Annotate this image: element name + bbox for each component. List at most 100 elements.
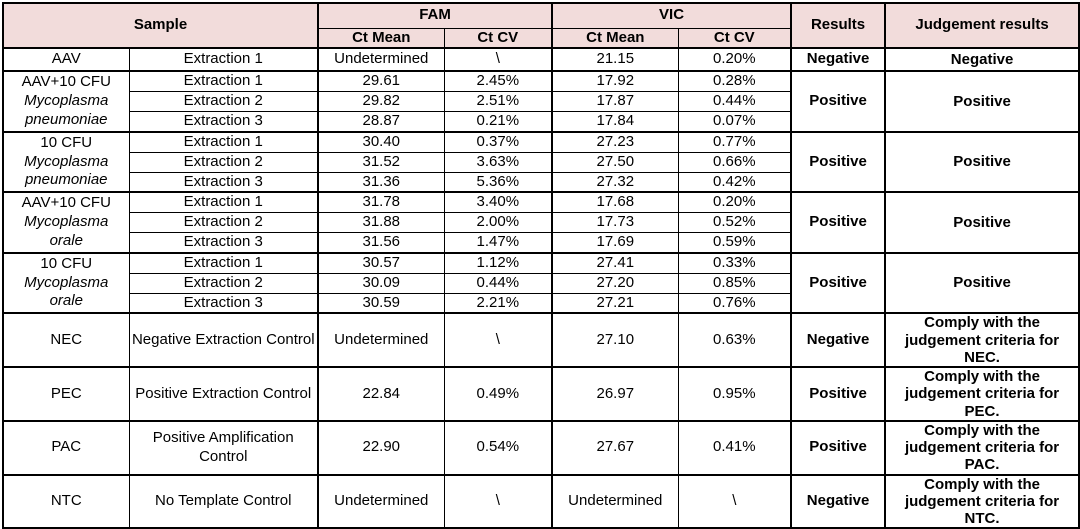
extraction-cell: Extraction 2 — [128, 151, 319, 173]
fam-ct-cv-cell: 2.21% — [443, 292, 553, 314]
fam-ct-cv-cell: \ — [443, 47, 553, 72]
judgement-cell: Comply with the judgement criteria for P… — [884, 366, 1080, 422]
vic-ct-mean-cell: 27.41 — [551, 251, 679, 274]
extraction-cell: Extraction 1 — [128, 251, 319, 274]
sample-name-line: AAV — [51, 50, 81, 68]
vic-ct-cv-cell: 0.95% — [677, 366, 792, 422]
fam-ct-cv-cell: 2.51% — [443, 91, 553, 112]
sample-name-cell: AAV+10 CFU Mycoplasma orale — [2, 191, 130, 254]
table-row: Extraction 2 31.88 2.00% 17.73 0.52% — [3, 212, 1079, 233]
vic-ct-mean-cell: 27.32 — [551, 171, 679, 193]
extraction-cell: Extraction 2 — [128, 212, 319, 233]
vic-ct-mean-cell: 26.97 — [551, 366, 679, 422]
col-header-vic: VIC — [551, 2, 792, 29]
fam-ct-mean-cell: 30.57 — [317, 251, 445, 274]
judgement-cell: Positive — [884, 191, 1080, 254]
table-body: AAV Extraction 1 Undetermined \ 21.15 0.20% Ne… — [2, 47, 1080, 529]
table-row: AAV+10 CFU Mycoplasma pneumoniae Extraction… — [2, 70, 1080, 133]
extraction-cell: Extraction 1 — [128, 70, 319, 93]
sample-name-line: NEC — [50, 330, 83, 348]
table-row: 10 CFU Mycoplasma orale Extraction 1 30.57 1.… — [2, 251, 1080, 314]
fam-ct-cv-cell: 2.00% — [443, 212, 553, 233]
fam-ct-mean-cell: 30.40 — [317, 130, 445, 153]
vic-ct-mean-cell: Undetermined — [551, 473, 679, 529]
table-row: AAV+10 CFU Mycoplasma orale Extraction 1 31.… — [2, 191, 1080, 254]
table-row: Extraction 3 31.36 5.36% 27.32 0.42% — [3, 171, 1079, 193]
sample-name-cell: AAV — [2, 47, 130, 72]
fam-ct-cv-cell: \ — [443, 312, 553, 368]
sample-name-line: PAC — [51, 438, 82, 456]
fam-ct-cv-cell: 2.45% — [443, 70, 553, 93]
sample-name-line: Mycoplasma — [24, 213, 109, 231]
table-row: Extraction 2 29.82 2.51% 17.87 0.44% — [3, 91, 1079, 112]
col-header-sample: Sample — [2, 2, 319, 50]
col-header-fam: FAM — [317, 2, 553, 29]
table-row: NEC Negative Extraction Control Undetermin… — [2, 312, 1080, 368]
result-cell: Positive — [790, 70, 886, 133]
fam-ct-cv-cell: 1.47% — [443, 231, 553, 254]
vic-ct-cv-cell: \ — [677, 473, 792, 529]
judgement-cell: Comply with the judgement criteria for P… — [884, 419, 1080, 475]
judgement-cell: Negative — [884, 47, 1080, 72]
vic-ct-mean-cell: 17.92 — [551, 70, 679, 93]
sample-name-cell: PAC — [2, 419, 130, 475]
vic-ct-cv-cell: 0.66% — [677, 151, 792, 173]
result-cell: Positive — [790, 191, 886, 254]
table-row: Extraction 3 31.56 1.47% 17.69 0.59% — [3, 231, 1079, 254]
sample-name-line: orale — [49, 231, 83, 249]
sample-name-cell: 10 CFU Mycoplasma orale — [2, 251, 130, 314]
fam-ct-mean-cell: 31.56 — [317, 231, 445, 254]
extraction-cell: Extraction 1 — [128, 130, 319, 153]
table-row: NTC No Template Control Undetermined \ Undet… — [2, 473, 1080, 529]
sample-name-line: 10 CFU — [40, 133, 93, 151]
vic-ct-mean-cell: 21.15 — [551, 47, 679, 72]
fam-ct-cv-cell: 3.40% — [443, 191, 553, 214]
extraction-cell: Extraction 3 — [128, 231, 319, 254]
result-cell: Positive — [790, 251, 886, 314]
sample-name-line: pneumoniae — [24, 171, 108, 189]
extraction-cell: Extraction 3 — [128, 110, 319, 133]
table-row: Extraction 2 31.52 3.63% 27.50 0.66% — [3, 151, 1079, 173]
vic-ct-mean-cell: 17.84 — [551, 110, 679, 133]
fam-ct-mean-cell: 29.82 — [317, 91, 445, 112]
sample-name-line: Mycoplasma — [24, 152, 109, 170]
sample-name-line: PEC — [50, 384, 82, 402]
result-cell: Negative — [790, 47, 886, 72]
extraction-cell: Extraction 3 — [128, 171, 319, 193]
sample-name-line: orale — [49, 292, 83, 310]
fam-ct-mean-cell: 31.36 — [317, 171, 445, 193]
fam-ct-cv-cell: \ — [443, 473, 553, 529]
fam-ct-cv-cell: 0.37% — [443, 130, 553, 153]
vic-ct-cv-cell: 0.52% — [677, 212, 792, 233]
judgement-cell: Positive — [884, 130, 1080, 193]
fam-ct-mean-cell: 30.59 — [317, 292, 445, 314]
col-header-results: Results — [790, 2, 886, 50]
fam-ct-mean-cell: 31.52 — [317, 151, 445, 173]
vic-ct-cv-cell: 0.59% — [677, 231, 792, 254]
fam-ct-cv-cell: 0.49% — [443, 366, 553, 422]
fam-ct-cv-cell: 3.63% — [443, 151, 553, 173]
vic-ct-cv-cell: 0.07% — [677, 110, 792, 133]
sample-name-cell: PEC — [2, 366, 130, 422]
vic-ct-cv-cell: 0.44% — [677, 91, 792, 112]
fam-ct-mean-cell: 22.90 — [317, 419, 445, 475]
fam-ct-mean-cell: Undetermined — [317, 312, 445, 368]
sample-name-cell: NTC — [2, 473, 130, 529]
vic-ct-cv-cell: 0.77% — [677, 130, 792, 153]
table-row: AAV Extraction 1 Undetermined \ 21.15 0.20% Ne… — [2, 47, 1080, 72]
sample-name-line: 10 CFU — [40, 254, 93, 272]
fam-ct-cv-cell: 0.44% — [443, 272, 553, 294]
sample-name-line: Mycoplasma — [24, 92, 109, 110]
sample-name-line: Mycoplasma — [24, 273, 109, 291]
sample-name-line: pneumoniae — [24, 110, 108, 128]
col-header-fam-ct-cv: Ct CV — [443, 27, 553, 50]
result-cell: Negative — [790, 473, 886, 529]
fam-ct-mean-cell: Undetermined — [317, 473, 445, 529]
extraction-cell: Positive Extraction Control — [128, 366, 319, 422]
table-header: Sample FAM VIC Results Judgement results… — [2, 2, 1080, 50]
vic-ct-mean-cell: 17.69 — [551, 231, 679, 254]
extraction-cell: Extraction 3 — [128, 292, 319, 314]
vic-ct-mean-cell: 17.87 — [551, 91, 679, 112]
vic-ct-mean-cell: 27.21 — [551, 292, 679, 314]
